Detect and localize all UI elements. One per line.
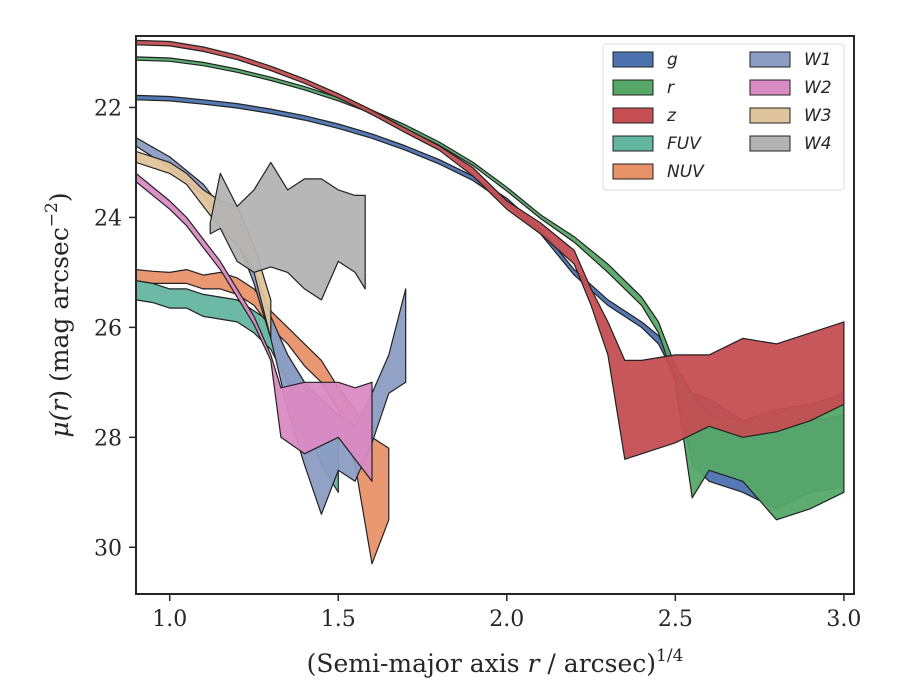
series-bands (136, 39, 845, 565)
y-tick-label: 22 (94, 96, 122, 121)
legend-label-w4: W4 (804, 134, 832, 154)
plot-frame (135, 35, 855, 595)
legend-label-w3: W3 (804, 106, 832, 126)
x-tick-label: 2.0 (489, 607, 524, 632)
y-axis-label: μ(r) (mag arcsec−2) (42, 192, 74, 437)
x-axis-ticks: 1.0 1.5 2.0 2.5 3.0 (152, 594, 861, 632)
legend-swatch-nuv (612, 163, 654, 180)
legend-swatch-fuv (612, 135, 654, 152)
y-tick-label: 24 (94, 206, 122, 231)
legend-swatch-w1 (749, 51, 791, 68)
band-w2 (136, 172, 373, 482)
legend-label-w2: W2 (804, 78, 832, 98)
x-axis-label: (Semi-major axis r / arcsec)1/4 (307, 646, 684, 678)
legend-swatch-z (612, 107, 654, 124)
band-w4 (209, 161, 366, 301)
legend-label-g: g (667, 50, 678, 70)
legend-swatch-w4 (749, 135, 791, 152)
legend-swatch-g (612, 51, 654, 68)
y-tick-label: 30 (94, 536, 122, 561)
y-tick-label: 26 (94, 316, 122, 341)
x-tick-label: 3.0 (826, 607, 861, 632)
legend-swatch-w3 (749, 107, 791, 124)
y-axis-ticks: 22 24 26 28 30 (94, 96, 136, 561)
legend-swatch-r (612, 79, 654, 96)
legend-label-nuv: NUV (667, 162, 705, 182)
x-tick-label: 2.5 (658, 607, 693, 632)
x-tick-label: 1.0 (152, 607, 187, 632)
x-tick-label: 1.5 (321, 607, 356, 632)
legend-label-z: z (666, 106, 677, 126)
legend-swatch-w2 (749, 79, 791, 96)
legend-label-w1: W1 (804, 50, 832, 70)
legend: grz FUV NUV W1 W2 W3 W4 (602, 43, 845, 191)
legend-label-r: r (667, 78, 675, 98)
band-z (136, 39, 845, 460)
legend-label-fuv: FUV (667, 134, 702, 154)
y-tick-label: 28 (94, 426, 122, 451)
